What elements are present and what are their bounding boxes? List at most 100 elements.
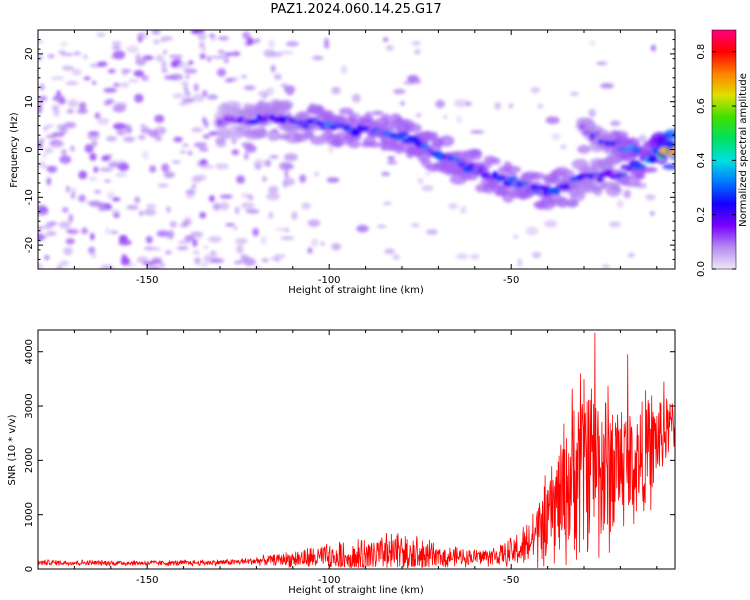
spectrogram-noise-blob xyxy=(112,45,121,50)
snr-ticks: -150 -100 -50 0 1000 2000 3000 4000 xyxy=(24,330,675,586)
spectrogram-noise-blob xyxy=(176,246,189,250)
snr-ylabel: SNR (10 * v/v) xyxy=(7,414,18,485)
spectrogram-noise-blob xyxy=(456,253,469,260)
spectrogram-noise-blob xyxy=(191,127,203,133)
spectrogram-noise-blob xyxy=(163,171,175,179)
spectrogram-ridge-halo xyxy=(336,116,346,125)
spectrogram-noise-blob xyxy=(155,54,164,62)
spectrogram-noise-blob xyxy=(123,136,136,143)
spectrogram-ridge-halo xyxy=(635,171,646,180)
spectrogram-noise-blob xyxy=(142,150,149,160)
spectrogram-noise-blob xyxy=(190,231,204,237)
spectrogram-noise-blob xyxy=(90,252,97,259)
colorbar-tick-label: 0.6 xyxy=(696,98,707,114)
spectrogram-noise-blob xyxy=(192,238,198,247)
spectrogram-noise-blob xyxy=(143,246,156,251)
spectrogram-noise-blob xyxy=(51,131,65,138)
spectrogram-noise-blob xyxy=(134,196,141,204)
spectrogram-noise-blob xyxy=(120,82,130,88)
spectrogram-noise-blob xyxy=(171,160,181,164)
spectrogram-noise-blob xyxy=(596,61,608,65)
spectrogram-noise-blob xyxy=(149,165,157,173)
spectrogram-noise-blob xyxy=(280,236,295,240)
spectrogram-noise-blob xyxy=(157,183,169,188)
spectrogram-noise-blob xyxy=(231,149,240,156)
spectrogram-noise-blob xyxy=(46,166,58,173)
spectrogram-noise-blob xyxy=(113,212,120,218)
spectrogram-ridge-halo xyxy=(530,172,546,181)
y-tick-label: 10 xyxy=(24,95,35,108)
colorbar-tick-label: 0.4 xyxy=(696,152,707,168)
spectrogram-noise-blob xyxy=(240,202,255,210)
spectrogram-noise-blob xyxy=(371,110,384,116)
spectrogram-noise-blob xyxy=(383,37,389,42)
spectrogram-noise-blob xyxy=(244,144,257,153)
spectrogram-noise-blob xyxy=(270,64,276,73)
spectrogram-noise-blob xyxy=(186,193,195,199)
spectrogram-noise-blob xyxy=(263,49,276,58)
spectrogram-noise-blob xyxy=(328,144,335,154)
spectrogram-noise-blob xyxy=(470,254,480,260)
spectrogram-noise-blob xyxy=(42,153,47,158)
spectrogram-noise-blob xyxy=(63,121,77,129)
spectrogram-noise-blob xyxy=(70,192,76,199)
snr-panel: -150 -100 -50 0 1000 2000 3000 4000 Height of s… xyxy=(7,329,676,596)
spectrogram-noise-blob xyxy=(128,79,139,83)
spectrogram-ridge-blob xyxy=(398,132,409,137)
spectrogram-ridge-halo xyxy=(294,111,311,123)
spectrogram-noise-blob xyxy=(84,144,94,153)
spectrogram-noise-blob xyxy=(217,36,230,41)
colorbar: 0.0 0.2 0.4 0.6 0.8 Normalized spectral ampl… xyxy=(696,29,749,277)
y-tick-label: 3000 xyxy=(24,393,35,418)
spectrogram-noise-blob xyxy=(260,236,267,245)
spectrogram-ridge-halo xyxy=(277,100,294,110)
x-tick-label: -50 xyxy=(503,575,519,586)
spectrogram-noise-blob xyxy=(161,60,167,70)
colorbar-tick-label: 0.0 xyxy=(696,261,707,277)
y-tick-label: -10 xyxy=(24,189,35,205)
spectrogram-noise-blob xyxy=(200,262,209,268)
spectrogram-noise-blob xyxy=(231,51,241,57)
spectrogram-noise-blob xyxy=(275,253,281,263)
spectrogram-noise-blob xyxy=(76,108,88,114)
snr-frame xyxy=(37,329,676,570)
spectrogram-noise-blob xyxy=(261,258,269,263)
spectrogram-noise-blob xyxy=(191,184,197,190)
spectrogram-ridge-halo xyxy=(623,180,642,188)
spectrogram-noise-blob xyxy=(443,115,448,119)
spectrogram-ridge-blob xyxy=(647,155,658,164)
spectrogram-noise-blob xyxy=(154,134,163,142)
spectrogram-noise-blob xyxy=(38,142,43,150)
spectrogram-noise-blob xyxy=(435,99,445,109)
spectrogram-noise-blob xyxy=(310,238,319,247)
spectrogram-ridge-halo xyxy=(464,173,479,181)
spectrogram-noise-blob xyxy=(166,206,171,213)
spectrogram-noise-blob xyxy=(508,103,514,109)
spectrogram-noise-blob xyxy=(216,68,227,77)
spectrogram-noise-blob xyxy=(145,236,153,244)
spectrogram-noise-blob xyxy=(115,172,128,177)
spectrogram-noise-blob xyxy=(284,85,296,94)
spectrogram-noise-blob xyxy=(183,86,189,93)
spectrogram-noise-blob xyxy=(193,83,199,92)
spectrogram-noise-blob xyxy=(88,246,96,255)
spectrogram-noise-blob xyxy=(570,91,579,97)
spectrogram-noise-blob xyxy=(244,255,250,263)
spectrogram-noise-blob xyxy=(105,136,117,142)
spectrogram-ridge-halo xyxy=(664,129,675,139)
spectrogram-noise-blob xyxy=(266,192,280,201)
spectrogram-noise-blob xyxy=(192,93,205,103)
spectrogram-noise-blob xyxy=(90,232,95,241)
spectrogram-noise-blob xyxy=(81,227,88,235)
spectrogram-noise-blob xyxy=(601,264,611,268)
spectrogram-noise-blob xyxy=(184,235,195,242)
spectrogram-ridge-blob xyxy=(315,121,326,126)
spectrogram-noise-blob xyxy=(301,202,311,210)
spectrogram-noise-blob xyxy=(60,260,69,267)
spectrogram-noise-blob xyxy=(46,221,58,225)
spectrogram-noise-blob xyxy=(411,41,421,46)
spectrogram-noise-blob xyxy=(126,204,139,210)
spectrogram-noise-blob xyxy=(44,147,54,154)
spectrogram-noise-blob xyxy=(356,224,369,233)
